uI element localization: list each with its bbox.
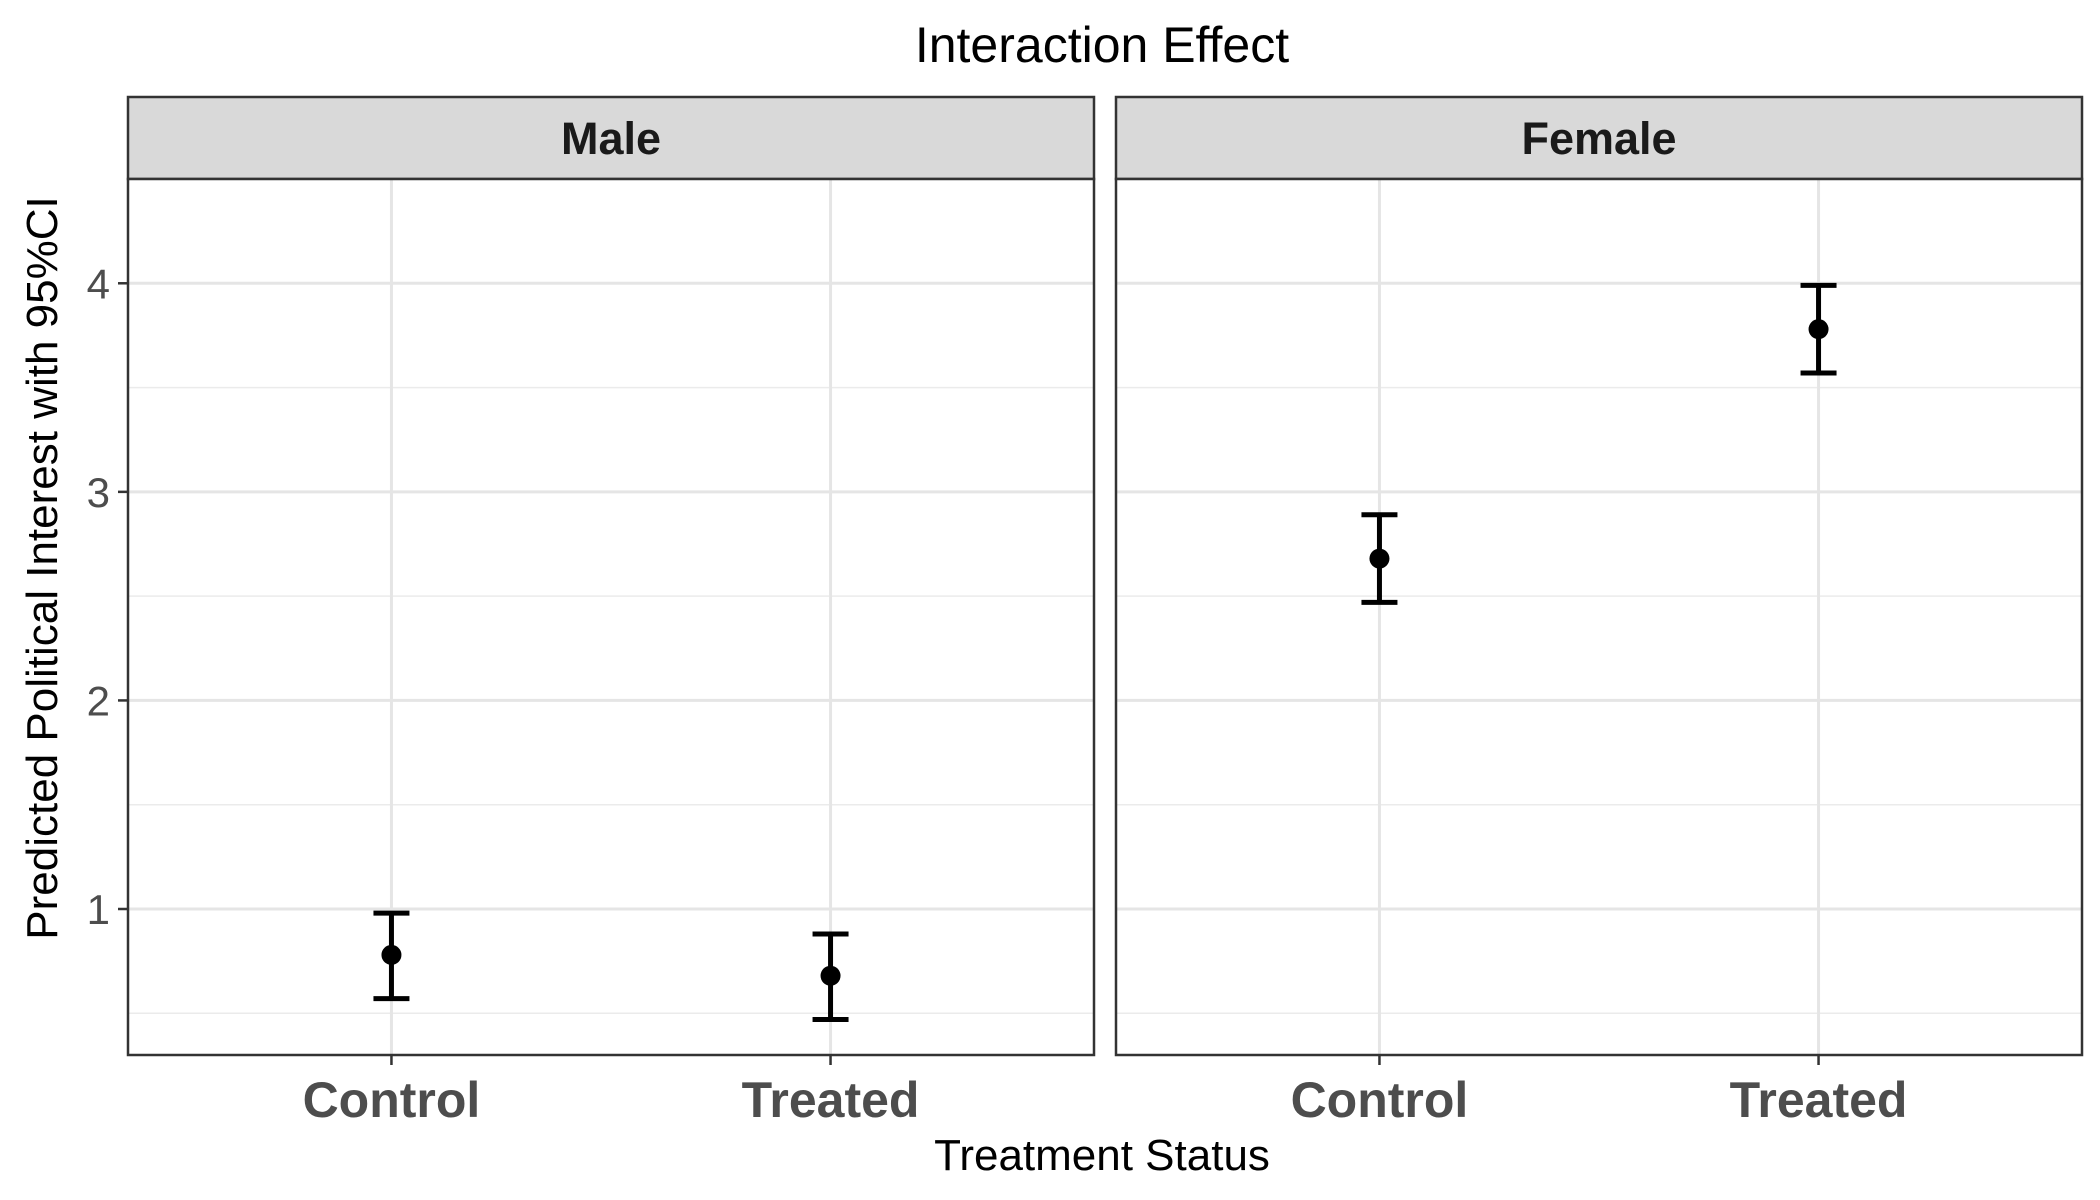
facet-panels: Male Control Treated 1 2 3 4 Female Control Treat… [87,95,2084,1128]
x-tick-label: Treated [742,1072,920,1128]
facet-strip [126,95,1096,181]
facet-label: Male [561,113,661,164]
x-tick-label: Control [1291,1072,1469,1128]
x-axis-title: Treatment Status [934,1131,1270,1180]
data-point [1369,548,1390,569]
data-point [381,944,402,965]
data-point [820,965,841,986]
panel-background [1116,179,2082,1055]
y-tick-label: 2 [87,677,110,724]
facet-label: Female [1521,113,1676,164]
y-tick-label: 1 [87,886,110,933]
x-tick-label: Treated [1730,1072,1908,1128]
data-point [1808,319,1829,340]
facet-strip [1114,95,2084,181]
chart-title: Interaction Effect [915,17,1289,73]
panel-background [128,179,1094,1055]
y-axis-title: Predicted Political Interest with 95%CI [18,196,67,939]
y-tick-label: 4 [87,260,110,307]
panel-border [126,177,1096,1057]
y-tick-label: 3 [87,469,110,516]
panel-border [1114,177,2084,1057]
x-tick-label: Control [303,1072,481,1128]
